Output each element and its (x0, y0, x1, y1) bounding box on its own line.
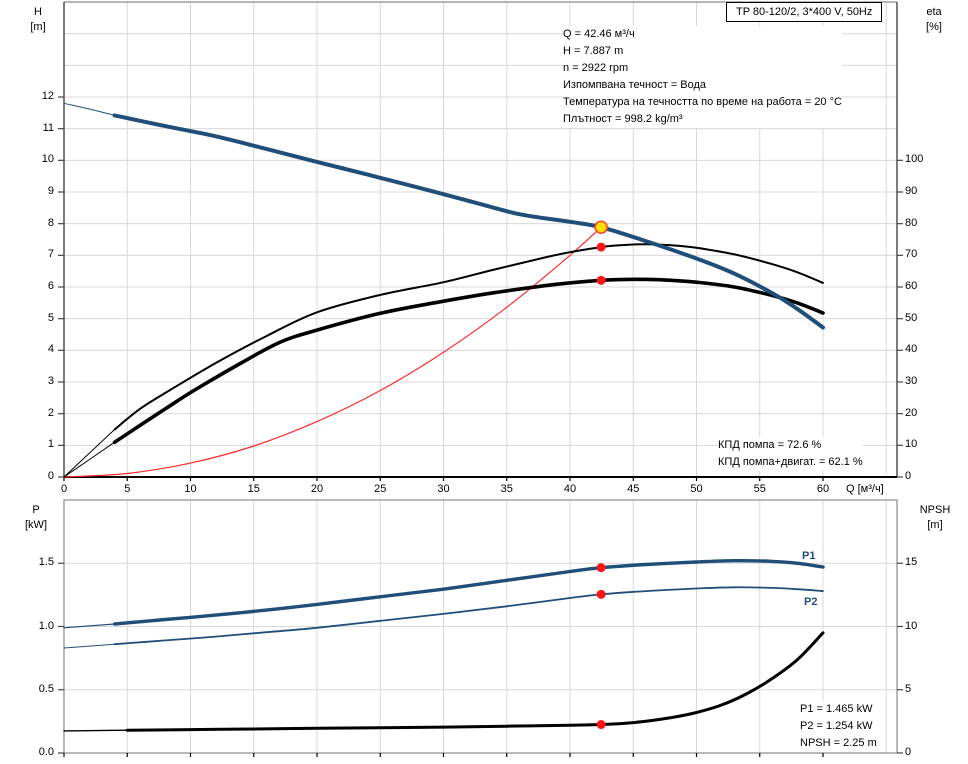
efficiency-pump-motor-point (596, 275, 606, 285)
npsh-curve (125, 631, 825, 732)
efficiency-info: КПД помпа = 72.6 % КПД помпа+двигат. = 6… (718, 437, 863, 471)
pump-title-box: TP 80-120/2, 3*400 V, 50Hz (726, 2, 883, 22)
eta-tick-label: 80 (905, 216, 918, 229)
x-tick-label: 10 (184, 483, 197, 495)
x-tick-label: 30 (437, 483, 450, 495)
duty-point[interactable] (594, 220, 608, 235)
x-tick-label: 40 (563, 483, 577, 495)
x-tick-label: 45 (627, 483, 640, 495)
npsh-axis-title-line2: [m] (927, 519, 943, 531)
npsh-tick-label: 0 (905, 746, 912, 758)
h-tick-label: 5 (47, 311, 54, 324)
efficiency-pump (113, 243, 824, 431)
h-tick-label: 9 (47, 184, 54, 197)
power-p2 (113, 586, 824, 646)
h-tick-label: 12 (41, 89, 54, 102)
power-p1-lead-in (63, 623, 116, 629)
npsh-axis-title: NPSH [m] (908, 503, 962, 533)
x-tick-label: 55 (753, 483, 766, 495)
power-npsh-info: P1 = 1.465 kW P2 = 1.254 kW NPSH = 2.25 … (800, 701, 877, 752)
duty-info-q: Q = 42.46 м³/ч (563, 28, 635, 40)
eta-tick-label: 90 (905, 184, 918, 197)
x-tick-label: 25 (374, 483, 387, 495)
x-tick-label: 60 (816, 483, 830, 495)
eta-tick-label: 10 (905, 438, 918, 451)
npsh-point (596, 720, 606, 730)
npsh-tick-label: 15 (905, 556, 918, 569)
p1-curve-label: P1 (802, 550, 816, 562)
eta-tick-label: 100 (905, 153, 924, 166)
efficiency-pump-motor (112, 277, 825, 444)
eta-tick-label: 50 (905, 311, 918, 324)
h-tick-label: 3 (47, 374, 54, 387)
npsh-axis-title-line1: NPSH (919, 504, 951, 516)
efficiency-pump-lead-in (63, 429, 116, 478)
h-tick-label: 4 (47, 343, 54, 356)
x-tick-label: 50 (690, 483, 703, 495)
power-p1 (112, 558, 825, 626)
p1-point (596, 563, 606, 573)
power-p2-lead-in (63, 643, 116, 649)
duty-info-temp: Температура на течността по време на раб… (563, 96, 842, 108)
system-curve (63, 226, 602, 478)
efficiency-pump-motor-lead-in (63, 441, 116, 478)
pump-curve-hq (112, 113, 825, 330)
p-tick-label: 0.0 (38, 746, 54, 758)
p-axis-title: P [kW] (16, 503, 56, 533)
power-p2-value: P2 = 1.254 kW (800, 720, 873, 732)
p2-curve-label: P2 (804, 596, 818, 608)
h-tick-label: 8 (47, 216, 54, 229)
x-tick-label: 0 (60, 483, 68, 495)
x-tick-label: 15 (247, 483, 260, 495)
h-axis-title: H [m] (22, 5, 54, 35)
h-tick-label: 7 (47, 248, 54, 261)
p-axis-title-line1: P (32, 504, 40, 516)
p2-point (596, 589, 606, 599)
efficiency-pump-motor-value: КПД помпа+двигат. = 62.1 % (718, 456, 863, 468)
p-tick-label: 0.5 (38, 682, 54, 695)
h-tick-label: 6 (47, 279, 54, 292)
eta-axis-title-line1: eta (926, 6, 942, 18)
eta-tick-label: 0 (905, 470, 912, 482)
h-tick-label: 0 (47, 470, 54, 482)
h-tick-label: 1 (47, 438, 54, 451)
eta-tick-label: 60 (905, 279, 918, 292)
efficiency-pump-value: КПД помпа = 72.6 % (718, 439, 822, 451)
x-tick-label: 35 (500, 483, 513, 495)
p-axis-title-line2: [kW] (25, 519, 47, 531)
eta-tick-label: 40 (905, 343, 918, 356)
duty-info-h: H = 7.887 m (563, 45, 624, 57)
efficiency-pump-point (596, 242, 606, 252)
npsh-curve-lead-in (63, 729, 128, 732)
duty-info-rpm: n = 2922 rpm (563, 62, 629, 74)
h-tick-label: 2 (47, 406, 54, 419)
p-tick-label: 1.0 (38, 619, 54, 632)
h-axis-title-line1: H (34, 6, 42, 18)
duty-info-density: Плътност = 998.2 kg/m³ (563, 113, 683, 125)
h-tick-label: 11 (42, 121, 54, 134)
eta-axis-title-line2: [%] (926, 21, 942, 33)
eta-axis-title: eta [%] (914, 5, 954, 35)
npsh-tick-label: 10 (905, 619, 918, 632)
x-tick-label: 5 (124, 483, 131, 495)
duty-info-liquid: Изпомпвана течност = Вода (563, 79, 707, 91)
pump-curve-hq-lead-in (63, 102, 116, 116)
eta-tick-label: 30 (905, 374, 918, 387)
q-axis-unit-label: Q [м³/ч] (846, 483, 884, 495)
npsh-value: NPSH = 2.25 m (800, 737, 877, 749)
eta-tick-label: 20 (905, 406, 918, 419)
power-p1-value: P1 = 1.465 kW (800, 703, 873, 715)
duty-point-info: Q = 42.46 м³/ч H = 7.887 m n = 2922 rpm … (563, 26, 842, 128)
eta-tick-label: 70 (905, 248, 918, 261)
p-tick-label: 1.5 (38, 556, 54, 569)
h-axis-title-line2: [m] (30, 21, 46, 33)
npsh-tick-label: 5 (905, 682, 912, 695)
h-tick-label: 10 (41, 153, 54, 166)
x-tick-label: 20 (310, 483, 324, 495)
